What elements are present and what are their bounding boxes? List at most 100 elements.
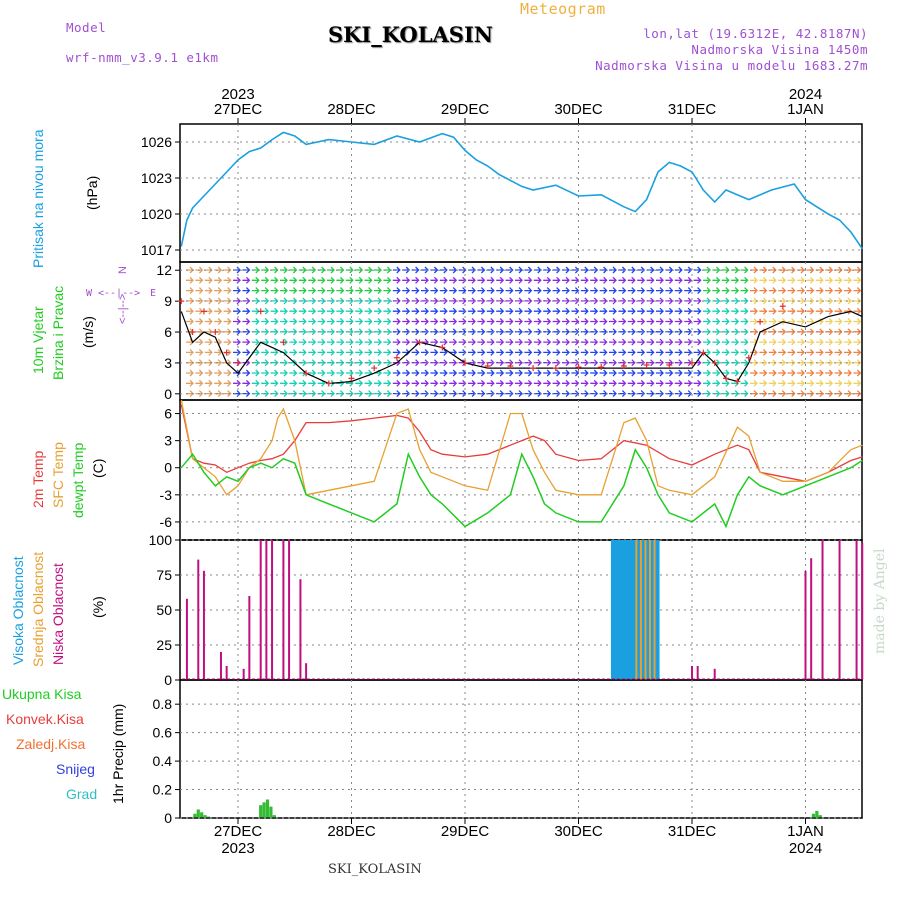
wind-barb (242, 266, 251, 274)
wind-barb (364, 318, 373, 325)
wind-barb (336, 276, 345, 284)
wind-barb (806, 348, 815, 356)
wind-barb (524, 287, 533, 295)
wind-barb (750, 307, 758, 315)
wind-barb (242, 276, 251, 284)
cloud-bar-high (613, 540, 617, 680)
wind-barb (665, 369, 674, 377)
wind-barb (797, 369, 805, 377)
wind-barb (195, 348, 204, 356)
wind-barb (750, 318, 758, 325)
wind-barb (599, 318, 608, 325)
precip-bar (262, 802, 266, 818)
wind-barb (364, 287, 373, 295)
wind-barb (186, 307, 194, 315)
top-day-label: 31DEC (668, 101, 717, 118)
wind-barb (468, 369, 476, 377)
wind-barb (627, 287, 636, 295)
temp-y-tick-label: 0 (164, 460, 172, 476)
wind-barb (374, 379, 382, 387)
wind-barb (308, 297, 317, 305)
precip-bar (193, 813, 197, 818)
wind-barb (204, 348, 213, 356)
wind-barb (186, 379, 194, 387)
wind-barb (834, 307, 843, 315)
wind-barb (449, 307, 458, 315)
wind-barb (609, 287, 617, 295)
wind-barb (251, 338, 260, 346)
wind-barb (242, 390, 251, 398)
bottom-day-label: 27DEC (214, 823, 263, 840)
bottom-day-label: 29DEC (441, 823, 490, 840)
cloud-bar-mid (649, 540, 652, 680)
wind-barb (834, 276, 843, 284)
wind-barb (308, 328, 317, 336)
wind-barb (317, 369, 326, 377)
wind-barb (721, 276, 730, 284)
wind-barb (703, 287, 711, 295)
wind-barb (251, 379, 260, 387)
wind-barb (740, 318, 749, 325)
wind-barb (374, 318, 382, 325)
cloud-bar-low (265, 540, 268, 680)
wind-barb (261, 369, 270, 377)
wind-barb (242, 307, 251, 315)
wind-barb (223, 379, 232, 387)
wind-barb (768, 379, 777, 387)
wind-barb (298, 390, 307, 398)
wind-barb (214, 379, 223, 387)
wind-barb (825, 307, 834, 315)
wind-barb (355, 307, 364, 315)
precip-y-tick-label: 0.6 (153, 725, 173, 741)
cloud-bar-high (651, 540, 656, 680)
wind-barb (590, 359, 599, 367)
wind-barb (280, 369, 288, 377)
cloud-bar-low (219, 652, 222, 680)
wind-barb (797, 307, 805, 315)
wind-barb (261, 287, 270, 295)
wind-barb (308, 307, 317, 315)
cloud-bar-high (620, 540, 624, 680)
wind-barb (214, 348, 223, 356)
wind-y-tick-label: 0 (164, 386, 172, 402)
wind-barb (693, 338, 702, 346)
wind-barb (411, 318, 420, 325)
wind-barb (496, 348, 505, 356)
wind-barb (740, 338, 749, 346)
cloud-bar-low (810, 558, 813, 680)
wind-barb (665, 307, 674, 315)
wind-barb (458, 287, 467, 295)
wind-barb (298, 276, 307, 284)
wind-barb (214, 318, 223, 325)
wind-barb (439, 318, 448, 325)
wind-barb (834, 369, 843, 377)
wind-barb (421, 307, 429, 315)
wind-barb (552, 318, 561, 325)
wind-barb (468, 276, 476, 284)
bottom-day-label: 31DEC (668, 823, 717, 840)
precip-bar (269, 806, 273, 818)
wind-barb (477, 369, 486, 377)
wind-barb (496, 307, 505, 315)
wind-barb (740, 276, 749, 284)
pressure-y-tick-label: 1017 (141, 242, 172, 258)
wind-barb (515, 307, 523, 315)
cloud-bar-low (202, 570, 205, 680)
wind-barb (486, 338, 495, 346)
precip-bar (811, 813, 816, 818)
wind-barb (712, 307, 721, 315)
wind-barb (627, 348, 636, 356)
cloud-bar-high (626, 540, 631, 680)
wind-barb (468, 348, 476, 356)
wind-barb (214, 307, 223, 315)
wind-barb (383, 287, 392, 295)
precip-bar (203, 815, 207, 818)
wind-barb (280, 276, 288, 284)
wind-barb (627, 369, 636, 377)
wind-barb (505, 369, 514, 377)
wind-barb (496, 338, 505, 346)
wind-barb (270, 307, 279, 315)
wind-barb (280, 287, 288, 295)
wind-barb (665, 379, 674, 387)
wind-barb (665, 276, 674, 284)
